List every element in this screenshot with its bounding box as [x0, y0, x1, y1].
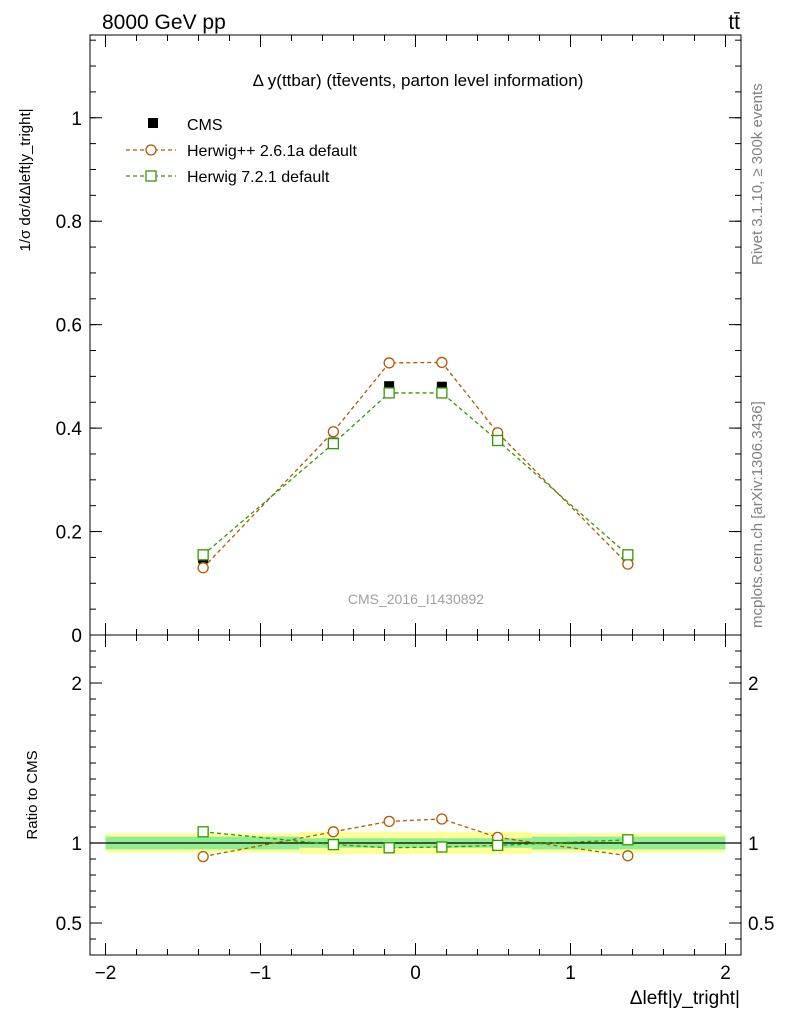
x-tick-label: −2: [95, 963, 117, 984]
ratio-y-axis-label: Ratio to CMS: [24, 750, 41, 839]
ratio-herwig7-point: [383, 842, 395, 854]
main-y-axis-label-text: 1/σ dσ/dΔleft|y_tright|: [17, 108, 34, 251]
ratio-y-tick-label-left: 2: [71, 674, 82, 695]
ratio-herwigpp-point: [383, 815, 395, 828]
legend-entry-cms: CMS: [148, 117, 223, 134]
ratio-herwigpp-point: [622, 850, 634, 862]
ratio-herwigpp-point: [327, 826, 340, 838]
legend-label-cms: CMS: [187, 117, 223, 134]
main-herwig7-point: [436, 387, 448, 399]
main-herwigpp-point: [327, 426, 340, 438]
main-line-herwigpp: [202, 361, 629, 569]
main-y-tick-label: 0.2: [56, 523, 82, 544]
main-herwigpp-point: [197, 562, 209, 574]
ratio-y-tick-label-left: 0.5: [56, 914, 82, 935]
ratio-herwig7-point: [622, 834, 634, 846]
ratio-herwig7-point: [327, 838, 340, 851]
ratio-line-herwig7: [203, 831, 628, 849]
header-energy-label: 8000 GeV pp: [102, 11, 226, 34]
main-y-tick-label: 0: [71, 626, 82, 647]
main-herwigpp-point: [622, 558, 634, 570]
main-y-tick-label: 0.8: [56, 212, 82, 233]
legend: CMS Herwig++ 2.6.1a default Herwig 7.2.1…: [126, 117, 357, 186]
main-y-tick-label: 0.6: [56, 316, 82, 337]
legend-label-herwigpp: Herwig++ 2.6.1a default: [187, 143, 357, 160]
legend-entry-herwig7: Herwig 7.2.1 default: [126, 169, 330, 186]
main-y-axis-label: 1/σ dσ/dΔleft|y_tright|: [17, 108, 34, 251]
legend-marker-cms: [148, 118, 158, 128]
main-y-tick-label: 1: [71, 109, 82, 130]
x-tick-label: 2: [720, 963, 731, 984]
chart-title: Δ y(ttbar) (tt̄events, parton level info…: [253, 71, 584, 90]
x-tick-label: −1: [250, 963, 272, 984]
rivet-version-label: Rivet 3.1.10, ≥ 300k events: [749, 83, 766, 265]
main-herwig7-point: [491, 434, 504, 447]
x-tick-label: 1: [565, 963, 576, 984]
ratio-y-tick-label-right: 2: [748, 674, 759, 695]
ratio-herwigpp-point: [436, 813, 448, 825]
main-herwig7-point: [197, 549, 209, 561]
ratio-line-herwigpp: [203, 818, 628, 858]
ratio-herwigpp-point: [197, 850, 209, 863]
ratio-herwig7-point: [491, 839, 504, 852]
legend-marker-herwig7: [145, 170, 157, 182]
x-axis-label: Δleft|y_tright|: [630, 988, 740, 1009]
main-line-herwig7: [202, 392, 629, 556]
ratio-herwig7-point: [197, 826, 209, 838]
source-url-label: mcplots.cern.ch [arXiv:1306.3436]: [749, 401, 766, 628]
header-process-label: tt̄: [728, 11, 740, 34]
main-y-tick-label: 0.4: [56, 419, 83, 440]
main-cms-point: [436, 381, 447, 392]
ratio-herwig7-point: [436, 841, 448, 853]
ratio-y-tick-label-right: 0.5: [748, 914, 774, 935]
legend-label-herwig7: Herwig 7.2.1 default: [187, 169, 330, 186]
ratio-y-tick-label-left: 1: [71, 834, 82, 855]
main-herwigpp-point: [436, 356, 448, 369]
main-herwig7-point: [327, 437, 340, 450]
x-tick-label: 0: [410, 963, 421, 984]
legend-entry-herwigpp: Herwig++ 2.6.1a default: [126, 143, 357, 160]
analysis-watermark: CMS_2016_I1430892: [348, 591, 484, 607]
main-herwig7-point: [622, 549, 634, 561]
ratio-y-tick-label-right: 1: [748, 834, 759, 855]
ratio-plot-frame: [89, 634, 742, 956]
main-cms-point: [384, 381, 395, 392]
main-herwigpp-point: [383, 357, 395, 369]
main-herwig7-point: [383, 387, 395, 399]
legend-marker-herwigpp: [145, 144, 157, 156]
